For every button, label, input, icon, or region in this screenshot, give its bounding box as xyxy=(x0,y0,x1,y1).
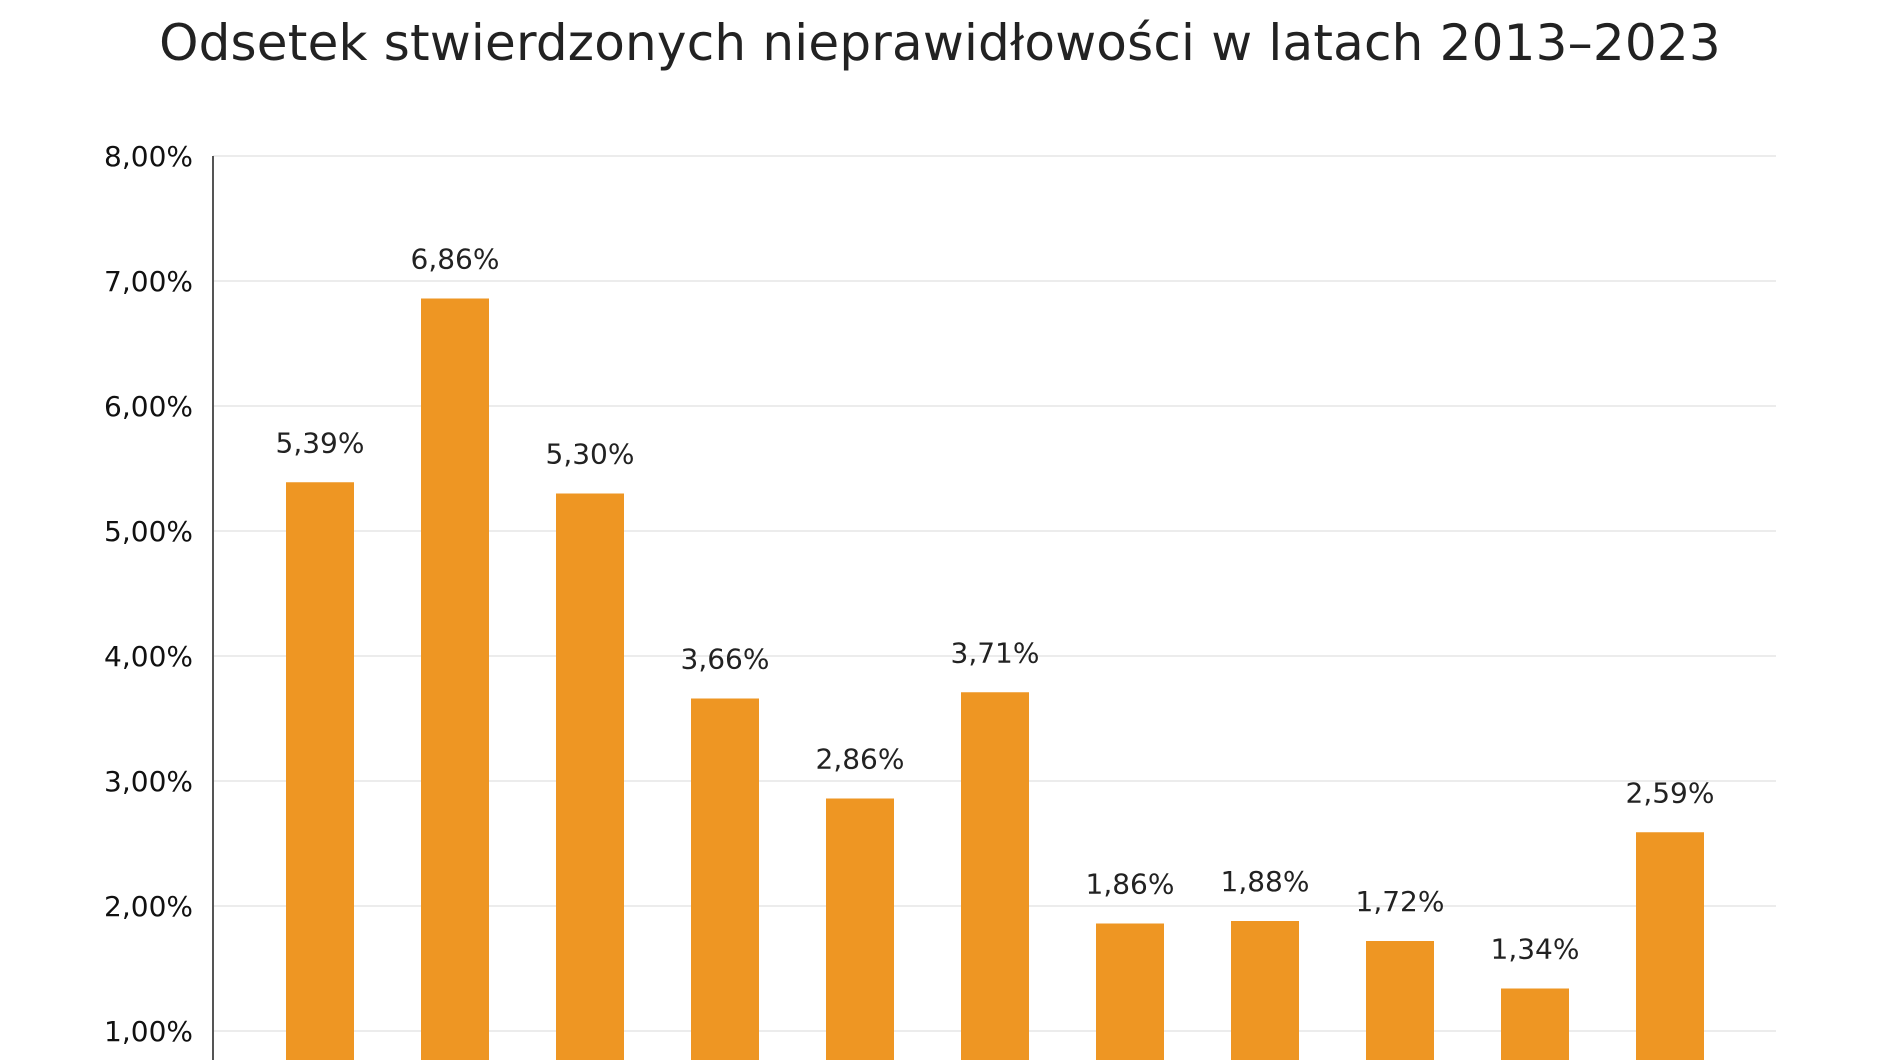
bar-2014 xyxy=(421,298,489,1060)
data-label-2022: 1,34% xyxy=(1491,933,1580,966)
y-tick-labels: 1,00% 2,00% 3,00% 4,00% 5,00% 6,00% 7,00% 8,00% xyxy=(104,140,193,1048)
y-tick-label: 4,00% xyxy=(104,640,193,673)
y-tick-label: 7,00% xyxy=(104,265,193,298)
y-tick-label: 6,00% xyxy=(104,390,193,423)
data-labels: 5,39% 6,86% 5,30% 3,66% 2,86% 3,71% 1,86% 1,88%… xyxy=(276,243,1715,966)
data-label-2015: 5,30% xyxy=(546,438,635,471)
bar-2020 xyxy=(1231,921,1299,1060)
data-label-2018: 3,71% xyxy=(951,636,1040,669)
data-label-2021: 1,72% xyxy=(1356,885,1445,918)
data-label-2019: 1,86% xyxy=(1086,868,1175,901)
y-tick-label: 3,00% xyxy=(104,765,193,798)
bar-2016 xyxy=(691,698,759,1060)
data-label-2020: 1,88% xyxy=(1221,865,1310,898)
data-label-2013: 5,39% xyxy=(276,426,365,459)
y-tick-label: 1,00% xyxy=(104,1015,193,1048)
bar-2018 xyxy=(961,692,1029,1060)
data-label-2014: 6,86% xyxy=(411,243,500,276)
chart-title: Odsetek stwierdzonych nieprawidłowości w… xyxy=(159,14,1721,72)
data-label-2016: 3,66% xyxy=(681,643,770,676)
bar-2021 xyxy=(1366,941,1434,1060)
bar-2013 xyxy=(286,482,354,1060)
bars xyxy=(286,298,1704,1060)
data-label-2023: 2,59% xyxy=(1626,776,1715,809)
y-tick-label: 2,00% xyxy=(104,890,193,923)
data-label-2017: 2,86% xyxy=(816,743,905,776)
y-tick-label: 8,00% xyxy=(104,140,193,173)
y-tick-label: 5,00% xyxy=(104,515,193,548)
bar-2015 xyxy=(556,493,624,1060)
bar-2023 xyxy=(1636,832,1704,1060)
bar-2017 xyxy=(826,798,894,1060)
bar-2019 xyxy=(1096,923,1164,1060)
bar-2022 xyxy=(1501,988,1569,1060)
